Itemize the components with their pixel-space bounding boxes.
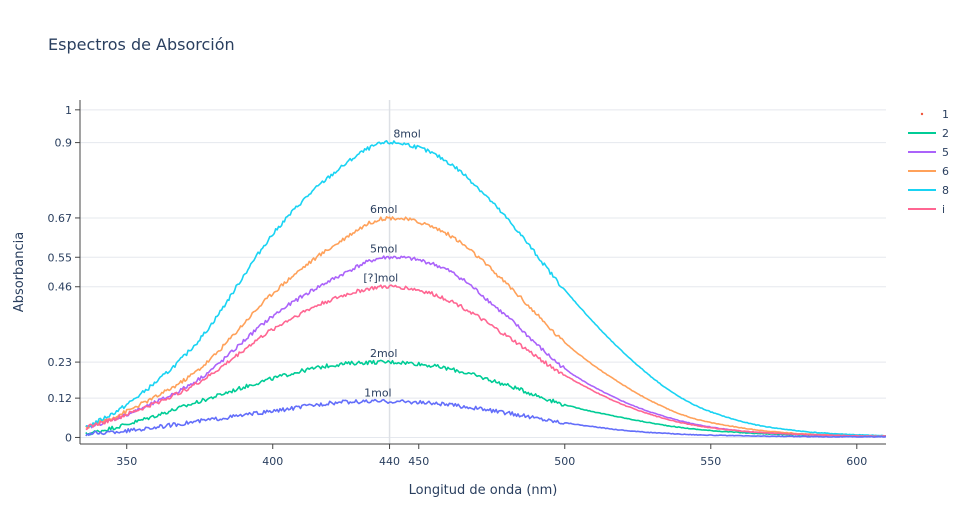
legend-label: i: [942, 203, 945, 216]
legend-item[interactable]: 8: [908, 184, 949, 197]
y-tick-label: 0: [65, 431, 72, 444]
y-tick-label: 0.23: [48, 356, 73, 369]
series-line: [85, 398, 886, 438]
legend-label: 8: [942, 184, 949, 197]
x-tick-label: 350: [116, 455, 137, 468]
legend-item[interactable]: 2: [908, 127, 949, 140]
peak-annotation: 5mol: [370, 242, 398, 255]
chart-title: Espectros de Absorción: [48, 35, 235, 54]
legend-label: 1: [942, 108, 949, 121]
legend-marker: [920, 112, 924, 116]
legend-label: 5: [942, 146, 949, 159]
grid: [80, 109, 886, 438]
x-tick-label: 600: [846, 455, 867, 468]
x-tick-label: 450: [408, 455, 429, 468]
x-tick-label: 400: [262, 455, 283, 468]
legend-item[interactable]: 1: [920, 108, 949, 121]
series-line: [85, 140, 886, 437]
peak-annotation: 2mol: [370, 347, 398, 360]
x-tick-label: 440: [379, 455, 400, 468]
peak-annotation: 8mol: [393, 128, 421, 141]
series-line: [85, 255, 886, 438]
legend-label: 2: [942, 127, 949, 140]
y-tick-label: 0.67: [48, 212, 73, 225]
peak-annotation: 1mol: [364, 386, 392, 399]
y-tick-label: 0.46: [48, 281, 73, 294]
series-line: [85, 284, 886, 438]
peak-annotation: 6mol: [370, 203, 398, 216]
legend-label: 6: [942, 165, 949, 178]
y-axis-title: Absorbancia: [12, 232, 27, 312]
tick-labels: 0 0.12 0.23 0.46 0.55 0.67 0.9 1 350 400 440 450 500…: [48, 104, 868, 468]
peak-annotation: [?]mol: [363, 272, 398, 285]
y-tick-label: 0.9: [55, 137, 73, 150]
legend-item[interactable]: 5: [908, 146, 949, 159]
axes: [79, 100, 886, 445]
legend-item[interactable]: 6: [908, 165, 949, 178]
x-axis-title: Longitud de onda (nm): [409, 483, 558, 498]
series-line: [85, 359, 886, 438]
y-tick-label: 0.12: [48, 392, 73, 405]
legend-item[interactable]: i: [908, 203, 945, 216]
x-tick-label: 500: [554, 455, 575, 468]
y-tick-label: 1: [65, 104, 72, 117]
y-tick-label: 0.55: [48, 251, 73, 264]
annotations: 8mol 6mol 5mol [?]mol 2mol 1mol: [363, 128, 421, 400]
series-lines: [85, 140, 886, 438]
x-tick-label: 550: [700, 455, 721, 468]
series-line: [85, 216, 886, 437]
legend[interactable]: 1 2 5 6 8 i: [908, 108, 949, 216]
